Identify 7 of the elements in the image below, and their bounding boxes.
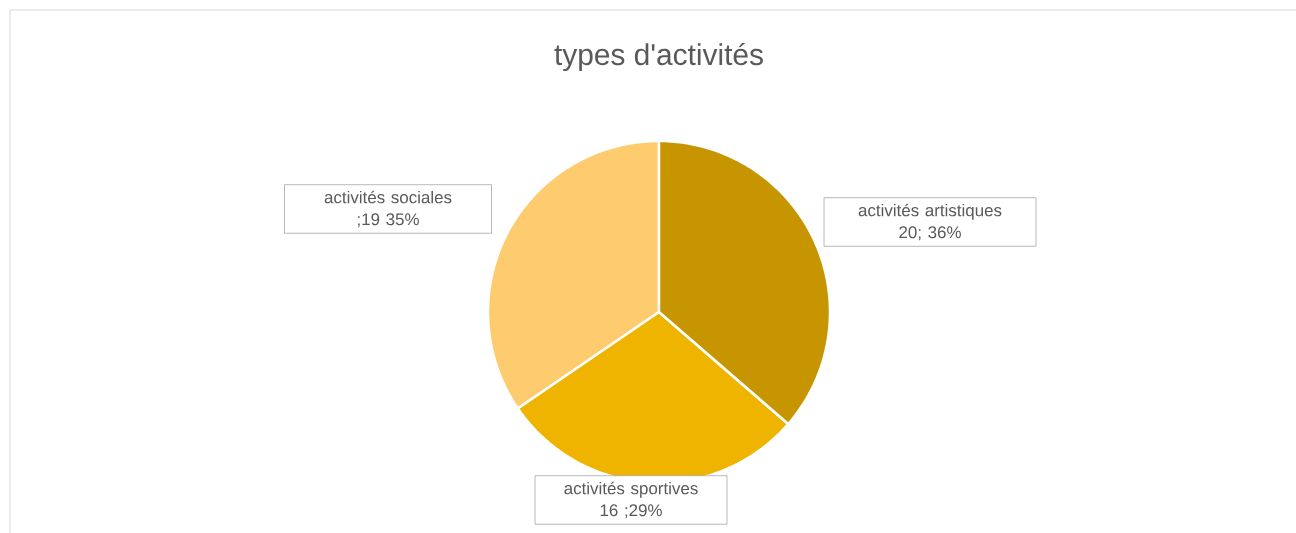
data-label: 20; 36% [899,226,961,241]
data-label: 16 ;29% [600,504,662,519]
data-label: ;19 35% [357,213,419,228]
slice-label: activités sociales [324,190,452,204]
chart-title: types d'activités [554,42,763,72]
slice-label: activités artistiques [858,203,1002,220]
slice-label: activités sportives [564,481,698,498]
